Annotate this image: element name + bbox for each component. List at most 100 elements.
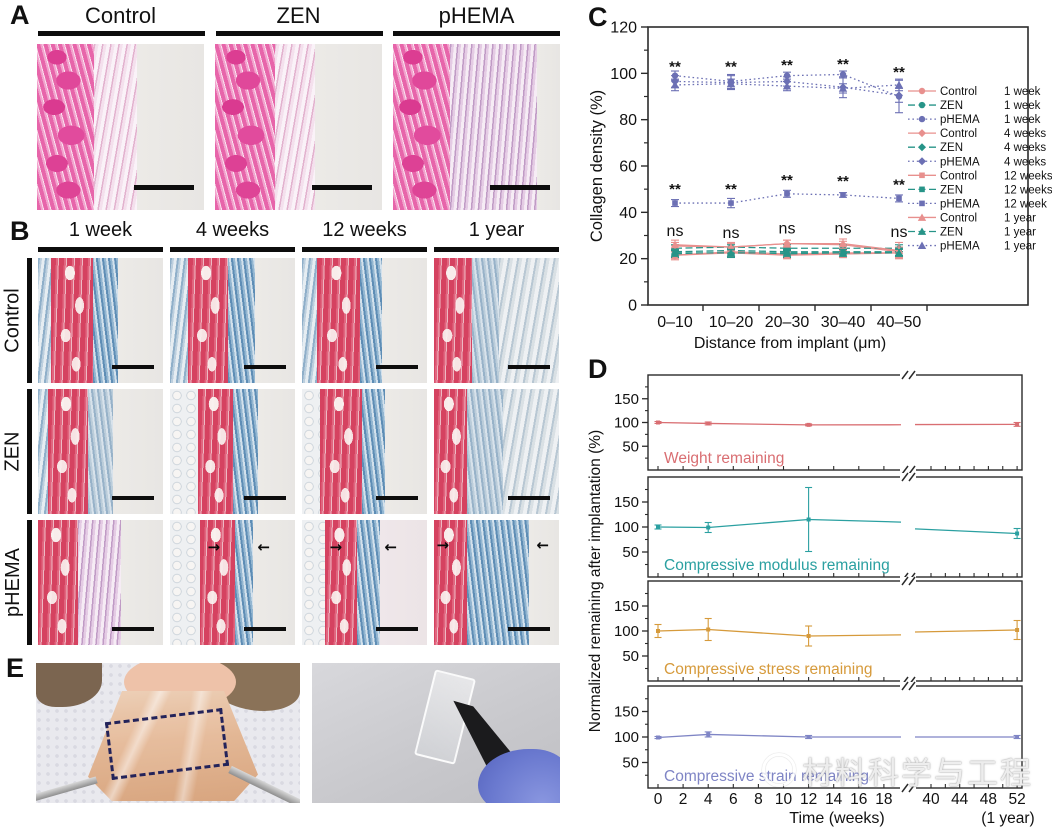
scale-bar [111, 365, 155, 370]
svg-text:0: 0 [628, 298, 637, 315]
svg-text:100: 100 [614, 623, 639, 640]
svg-text:pHEMA: pHEMA [940, 198, 980, 210]
scale-bar [507, 627, 551, 632]
micrograph-b-phema-1-year: → ← [434, 520, 559, 645]
svg-text:ZEN: ZEN [940, 100, 963, 112]
svg-text:8: 8 [754, 791, 763, 808]
photo-explanted-sample [312, 663, 560, 803]
panel-a-header-phema: pHEMA [438, 3, 515, 28]
header-underline [434, 247, 559, 252]
svg-text:**: ** [893, 64, 905, 81]
svg-text:50: 50 [622, 438, 639, 455]
svg-text:12 week: 12 week [1004, 198, 1047, 210]
svg-text:12 weeks: 12 weeks [1004, 184, 1052, 196]
arrow-right-icon: → [207, 538, 221, 556]
svg-text:18: 18 [875, 791, 892, 808]
subplot-label: Compressive modulus remaining [664, 557, 890, 574]
svg-text:**: ** [781, 172, 793, 189]
panel-c-label: C [588, 2, 608, 32]
header-underline [393, 31, 560, 36]
row-bar [27, 258, 32, 383]
svg-text:Control: Control [940, 170, 977, 182]
micrograph-a-zen [215, 44, 382, 210]
micrograph-b-control-4-weeks [170, 258, 295, 383]
svg-text:ZEN: ZEN [940, 227, 963, 239]
svg-text:1 week: 1 week [1004, 114, 1041, 126]
scale-bar [375, 365, 419, 370]
header-underline [216, 31, 383, 36]
svg-text:50: 50 [622, 544, 639, 561]
svg-text:ns: ns [723, 225, 740, 242]
svg-text:ZEN: ZEN [940, 142, 963, 154]
panel-b-row-phema: pHEMA [1, 548, 24, 617]
svg-text:ns: ns [779, 221, 796, 238]
svg-text:4 weeks: 4 weeks [1004, 142, 1046, 154]
tweezers-icon [36, 776, 98, 803]
svg-text:1 week: 1 week [1004, 86, 1041, 98]
arrow-right-icon: → [329, 538, 343, 556]
panel-a-header-control: Control [85, 3, 156, 28]
svg-text:**: ** [725, 181, 737, 198]
svg-text:**: ** [837, 173, 849, 190]
panel-a-label: A [10, 0, 30, 30]
scale-bar [507, 496, 551, 501]
micrograph-b-zen-12-weeks [302, 389, 427, 514]
micrograph-a-control [37, 44, 204, 210]
micrograph-b-control-1-week [38, 258, 163, 383]
svg-text:(1 year): (1 year) [981, 810, 1034, 827]
svg-text:100: 100 [614, 519, 639, 536]
micrograph-b-phema-4-weeks: → ← [170, 520, 295, 645]
svg-text:100: 100 [614, 415, 639, 432]
svg-text:pHEMA: pHEMA [940, 156, 980, 168]
svg-text:2: 2 [679, 791, 688, 808]
scale-bar [243, 627, 287, 632]
scale-bar [133, 185, 194, 191]
svg-text:1 year: 1 year [1004, 241, 1036, 253]
svg-text:150: 150 [614, 391, 639, 408]
scale-bar [111, 627, 155, 632]
svg-text:50: 50 [622, 755, 639, 772]
svg-text:Collagen density (%): Collagen density (%) [588, 90, 606, 242]
svg-text:14: 14 [825, 791, 843, 808]
photo-implant-in-vivo [36, 663, 300, 803]
scale-bar [311, 185, 372, 191]
svg-text:40: 40 [619, 205, 637, 222]
micrograph-b-control-12-weeks [302, 258, 427, 383]
arrow-left-icon: ← [384, 538, 398, 556]
micrograph-b-phema-12-weeks: → ← [302, 520, 427, 645]
mouse-fur [36, 663, 102, 707]
micrograph-a-phema [393, 44, 560, 210]
svg-text:4: 4 [704, 791, 713, 808]
panel-b-label: B [10, 216, 30, 246]
panel-e-label: E [6, 653, 25, 683]
scale-bar [489, 185, 550, 191]
scale-bar [375, 496, 419, 501]
header-underline [38, 247, 163, 252]
svg-text:30–40: 30–40 [821, 314, 866, 331]
svg-text:150: 150 [614, 598, 639, 615]
svg-text:48: 48 [980, 791, 997, 808]
svg-text:4 weeks: 4 weeks [1004, 128, 1046, 140]
svg-text:10–20: 10–20 [709, 314, 754, 331]
panel-b-header-1-week: 1 week [68, 219, 133, 241]
svg-text:60: 60 [619, 159, 637, 176]
header-underline [38, 31, 205, 36]
svg-text:12 weeks: 12 weeks [1004, 170, 1052, 182]
svg-text:52: 52 [1008, 791, 1025, 808]
panel-a-header-zen: ZEN [276, 3, 321, 28]
panel-b-row-control: Control [1, 288, 24, 353]
svg-text:**: ** [669, 58, 681, 75]
panel-d-label: D [588, 354, 608, 384]
collagen-density-chart: 0 20 40 60 80 100 120 0–10 10–20 20–30 30–40 40–50 D… [588, 20, 1052, 353]
svg-text:10: 10 [775, 791, 793, 808]
row-bar [27, 389, 32, 514]
svg-text:4 weeks: 4 weeks [1004, 156, 1046, 168]
svg-text:40: 40 [922, 791, 940, 808]
svg-text:12: 12 [800, 791, 817, 808]
svg-text:Normalized remaining after imp: Normalized remaining after implantation … [587, 430, 604, 732]
svg-text:**: ** [781, 57, 793, 74]
scale-bar [243, 365, 287, 370]
svg-text:50: 50 [622, 648, 639, 665]
arrow-left-icon: ← [257, 538, 271, 556]
